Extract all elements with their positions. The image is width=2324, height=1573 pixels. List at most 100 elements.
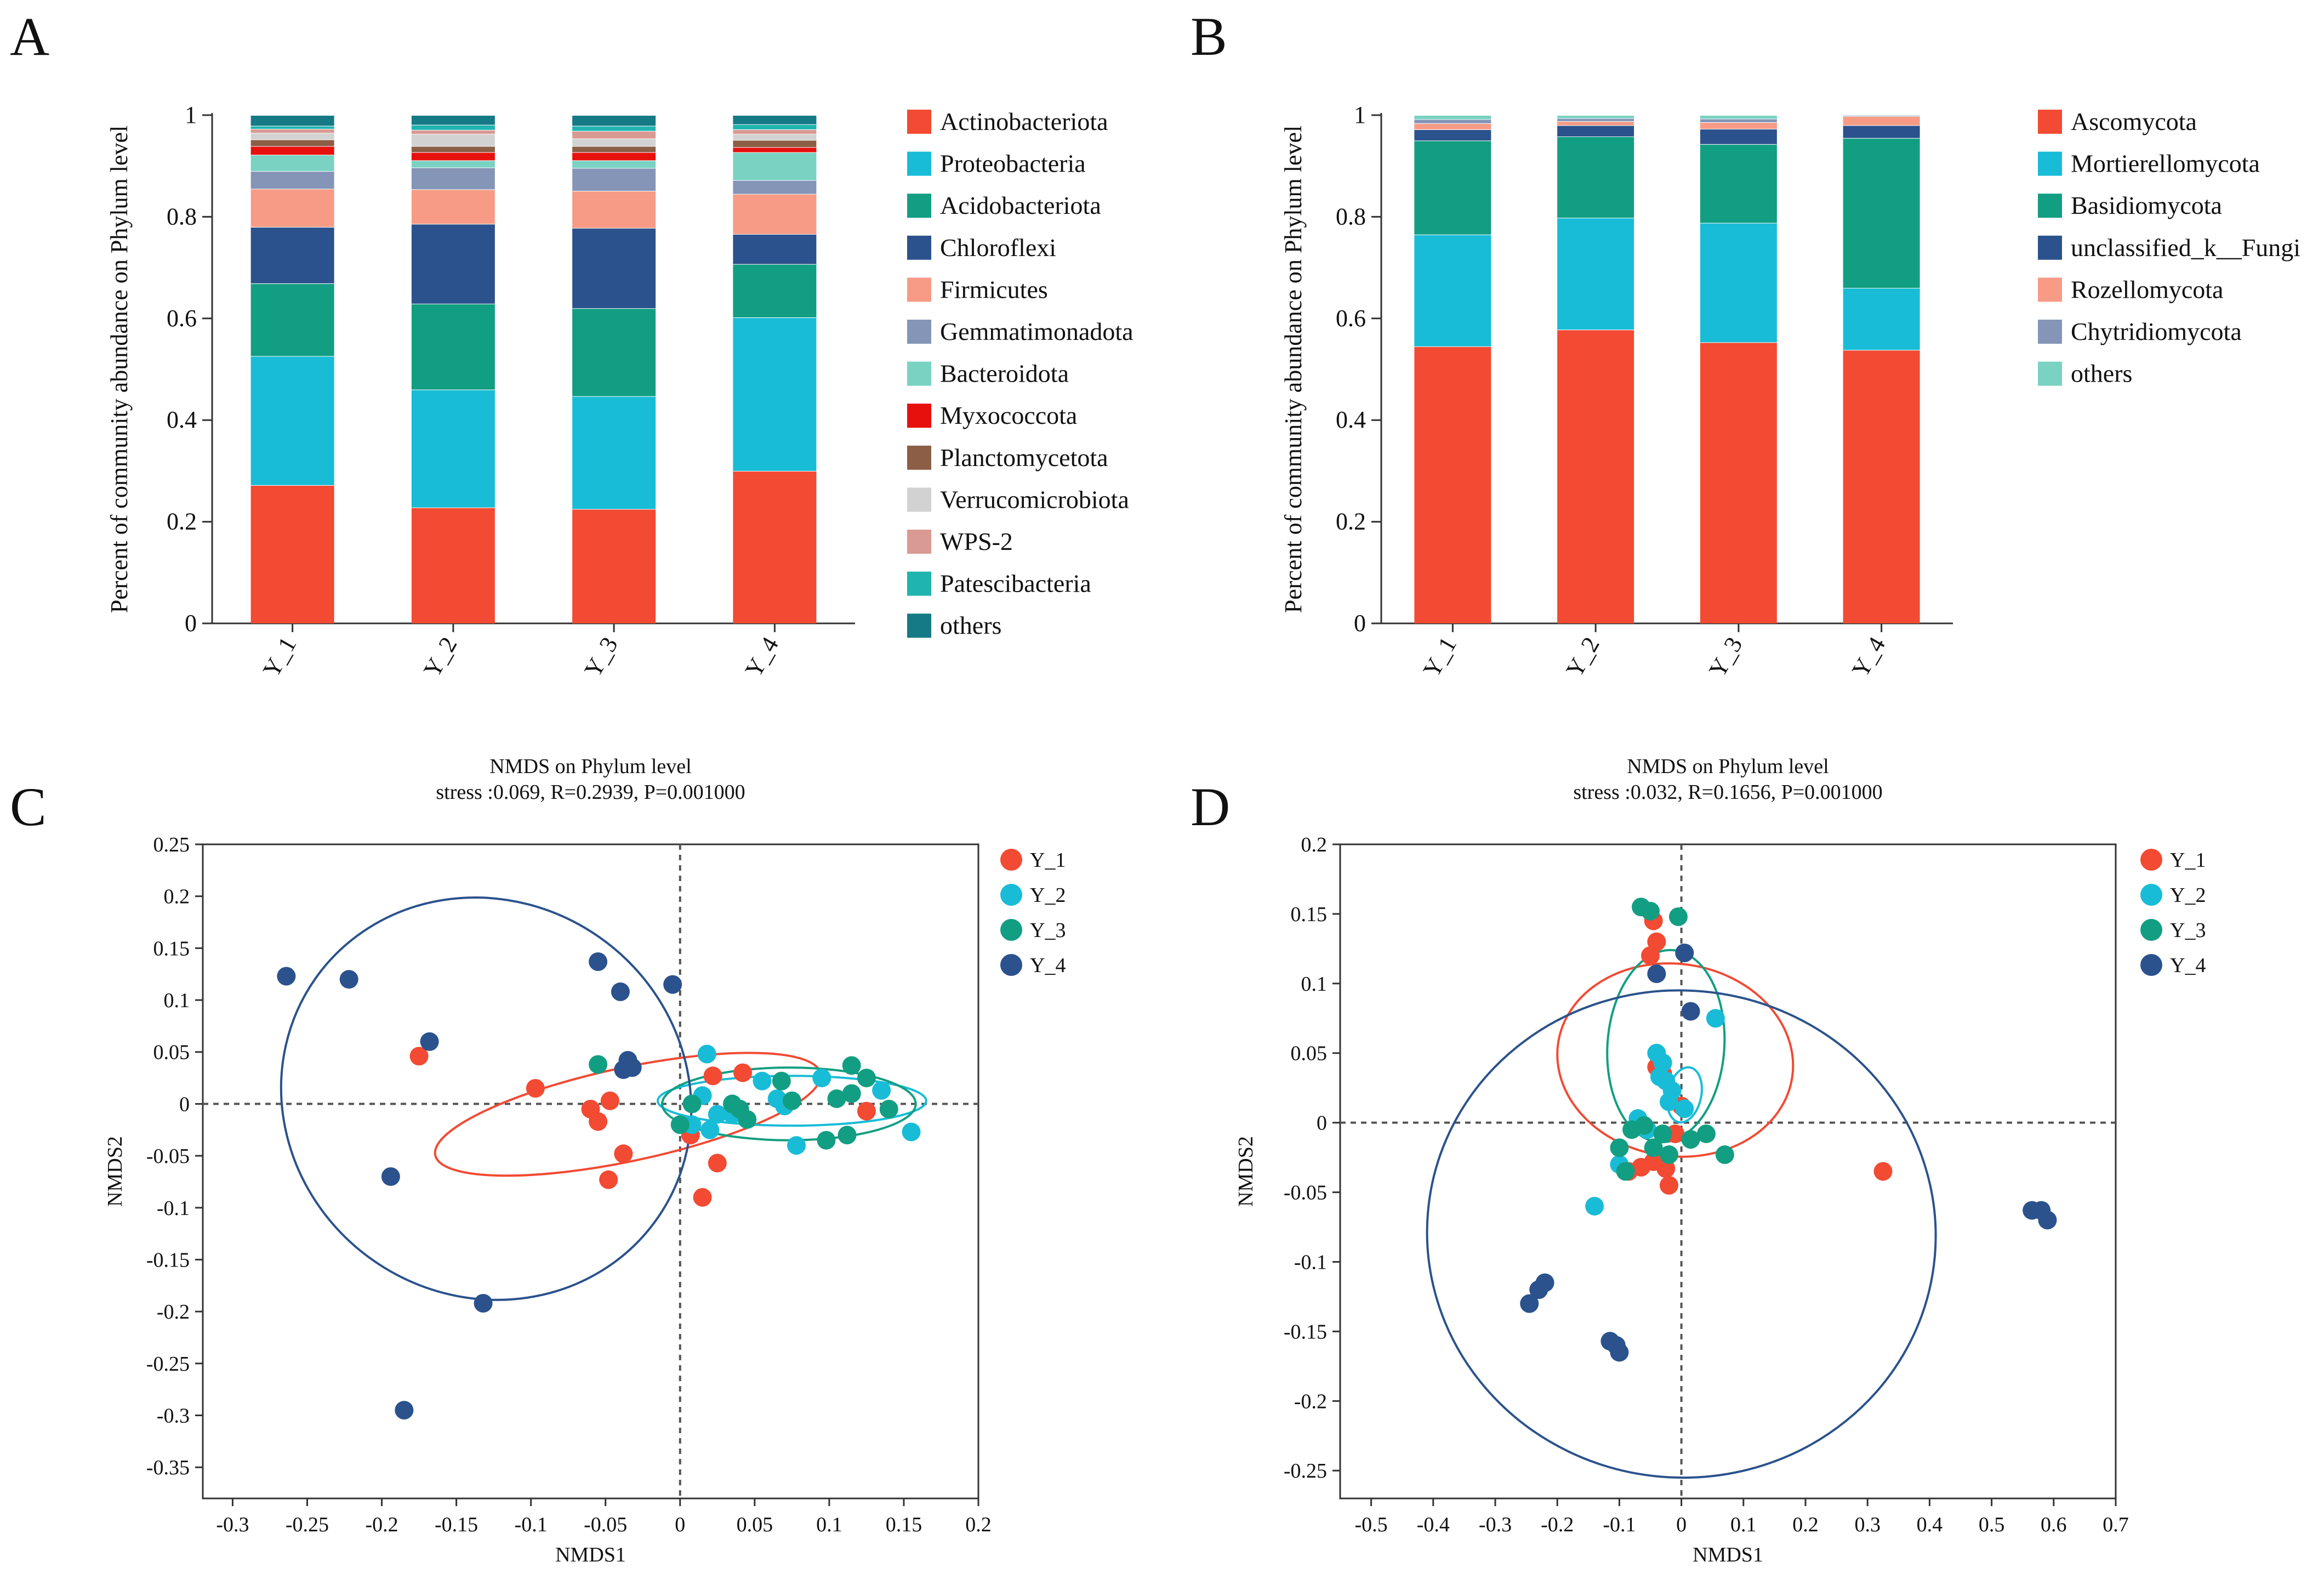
legend-swatch <box>907 445 931 470</box>
data-point <box>670 1115 690 1134</box>
data-point <box>526 1079 545 1098</box>
bar-segment <box>733 317 817 471</box>
y-axis-label: Percent of community abundance on Phylum… <box>106 126 133 614</box>
data-point <box>589 1055 608 1074</box>
legend-label: Y_1 <box>2170 849 2206 872</box>
legend-label: Y_2 <box>1030 884 1066 907</box>
x-tick-label: 0.3 <box>1854 1513 1881 1536</box>
bar-segment <box>733 180 817 194</box>
y-tick-label: -0.35 <box>146 1456 190 1479</box>
legend-swatch <box>907 277 931 302</box>
data-point <box>812 1069 831 1088</box>
data-point <box>703 1066 722 1086</box>
data-point <box>1647 964 1666 984</box>
x-tick-label: Y_4 <box>740 633 784 682</box>
panel-b-bar-chart: 0 0.2 0.4 0.6 0.8 1 Percent of community abund… <box>1280 101 2300 682</box>
legend-marker <box>1000 954 1022 976</box>
data-point <box>772 1071 791 1091</box>
x-tick-label: Y_4 <box>1847 633 1890 682</box>
bar-segment <box>411 167 495 190</box>
panel-letter-d: D <box>1191 776 1230 837</box>
bar-segment <box>1557 121 1634 126</box>
bar-segment <box>1843 116 1920 126</box>
bar-segment <box>250 356 334 485</box>
confidence-ellipse <box>280 896 693 1301</box>
bar-segment <box>1557 125 1634 137</box>
legend-label: others <box>940 611 1001 639</box>
data-point <box>1647 932 1666 951</box>
legend-swatch <box>2038 361 2062 386</box>
bar-segment <box>1843 288 1920 350</box>
data-point <box>1681 1130 1700 1149</box>
panel-a-bar-chart: 0 0.2 0.4 0.6 0.8 1 Percent of community abund… <box>106 101 1133 682</box>
data-point <box>614 1144 633 1163</box>
bar-segment <box>572 130 656 139</box>
data-point <box>1641 946 1660 966</box>
x-tick-label: -0.25 <box>286 1513 329 1536</box>
y-tick-label: -0.2 <box>157 1301 190 1324</box>
bar-segment <box>1414 346 1491 623</box>
data-point <box>2038 1211 2057 1230</box>
bar-segment <box>250 485 334 623</box>
data-point <box>857 1069 876 1088</box>
data-point <box>1585 1196 1604 1216</box>
x-axis-label: NMDS1 <box>1693 1543 1763 1566</box>
legend-marker <box>1000 849 1022 871</box>
data-point <box>1675 1099 1694 1118</box>
y-tick-label: 0.15 <box>153 937 190 960</box>
x-tick-label: -0.3 <box>216 1513 249 1536</box>
legend-label: Chloroflexi <box>940 234 1056 262</box>
legend-marker <box>2140 849 2162 871</box>
legend-label: Gemmatimonadota <box>940 317 1133 345</box>
bar-segment <box>733 115 817 124</box>
bar-segment <box>733 234 817 264</box>
legend-marker <box>1000 919 1022 941</box>
legend-label: unclassified_k__Fungi <box>2071 234 2300 262</box>
bar-segment <box>1843 350 1920 623</box>
y-tick-label: 0.2 <box>167 508 197 535</box>
y-tick-label: 0.4 <box>167 406 197 433</box>
data-point <box>1675 943 1694 962</box>
data-point <box>1520 1294 1539 1313</box>
data-point <box>693 1188 712 1207</box>
data-point <box>409 1047 429 1066</box>
bar-segment <box>733 147 817 152</box>
bar-segment <box>250 115 334 126</box>
x-tick-label: 0.6 <box>2041 1513 2067 1536</box>
data-point <box>589 1112 608 1131</box>
bar-segment <box>250 189 334 227</box>
bar-segment <box>250 129 334 133</box>
bar-segment <box>250 126 334 129</box>
panel-d-nmds-plot: -0.5 -0.4 -0.3 -0.2 -0.1 0 0.1 0.2 0.3 0.4 0.5 0.6 0… <box>1234 755 2206 1566</box>
panel-letter-c: C <box>10 776 47 837</box>
data-point <box>1641 901 1660 921</box>
legend-marker <box>2140 919 2162 941</box>
legend-label: Bacteroidota <box>940 360 1069 388</box>
data-point <box>879 1099 898 1118</box>
y-tick-label: -0.1 <box>1294 1251 1327 1274</box>
y-tick-label: -0.25 <box>146 1353 190 1376</box>
bar-segment <box>250 171 334 189</box>
data-point <box>1715 1145 1734 1165</box>
confidence-ellipse <box>656 1075 927 1127</box>
legend-swatch <box>907 194 931 218</box>
legend-label: Mortierellomycota <box>2071 150 2260 178</box>
y-tick-label: 0.4 <box>1336 406 1366 433</box>
data-point <box>395 1401 414 1420</box>
legend-swatch <box>907 530 931 554</box>
chart-title: NMDS on Phylum level <box>1627 755 1829 778</box>
bar-segment <box>411 160 495 168</box>
data-point <box>1659 1145 1678 1165</box>
x-tick-label: 0 <box>1676 1513 1687 1536</box>
plot-frame <box>1339 843 2117 1500</box>
bar-segment <box>411 152 495 161</box>
y-tick-label: 0.2 <box>1301 833 1328 856</box>
bar-segment <box>250 139 334 146</box>
data-point <box>857 1101 876 1121</box>
bar-segment <box>572 308 656 396</box>
bar-segment <box>250 226 334 283</box>
legend-label: Chytridiomycota <box>2071 317 2242 345</box>
data-point <box>1873 1162 1893 1181</box>
panel-letter-a: A <box>10 6 49 67</box>
